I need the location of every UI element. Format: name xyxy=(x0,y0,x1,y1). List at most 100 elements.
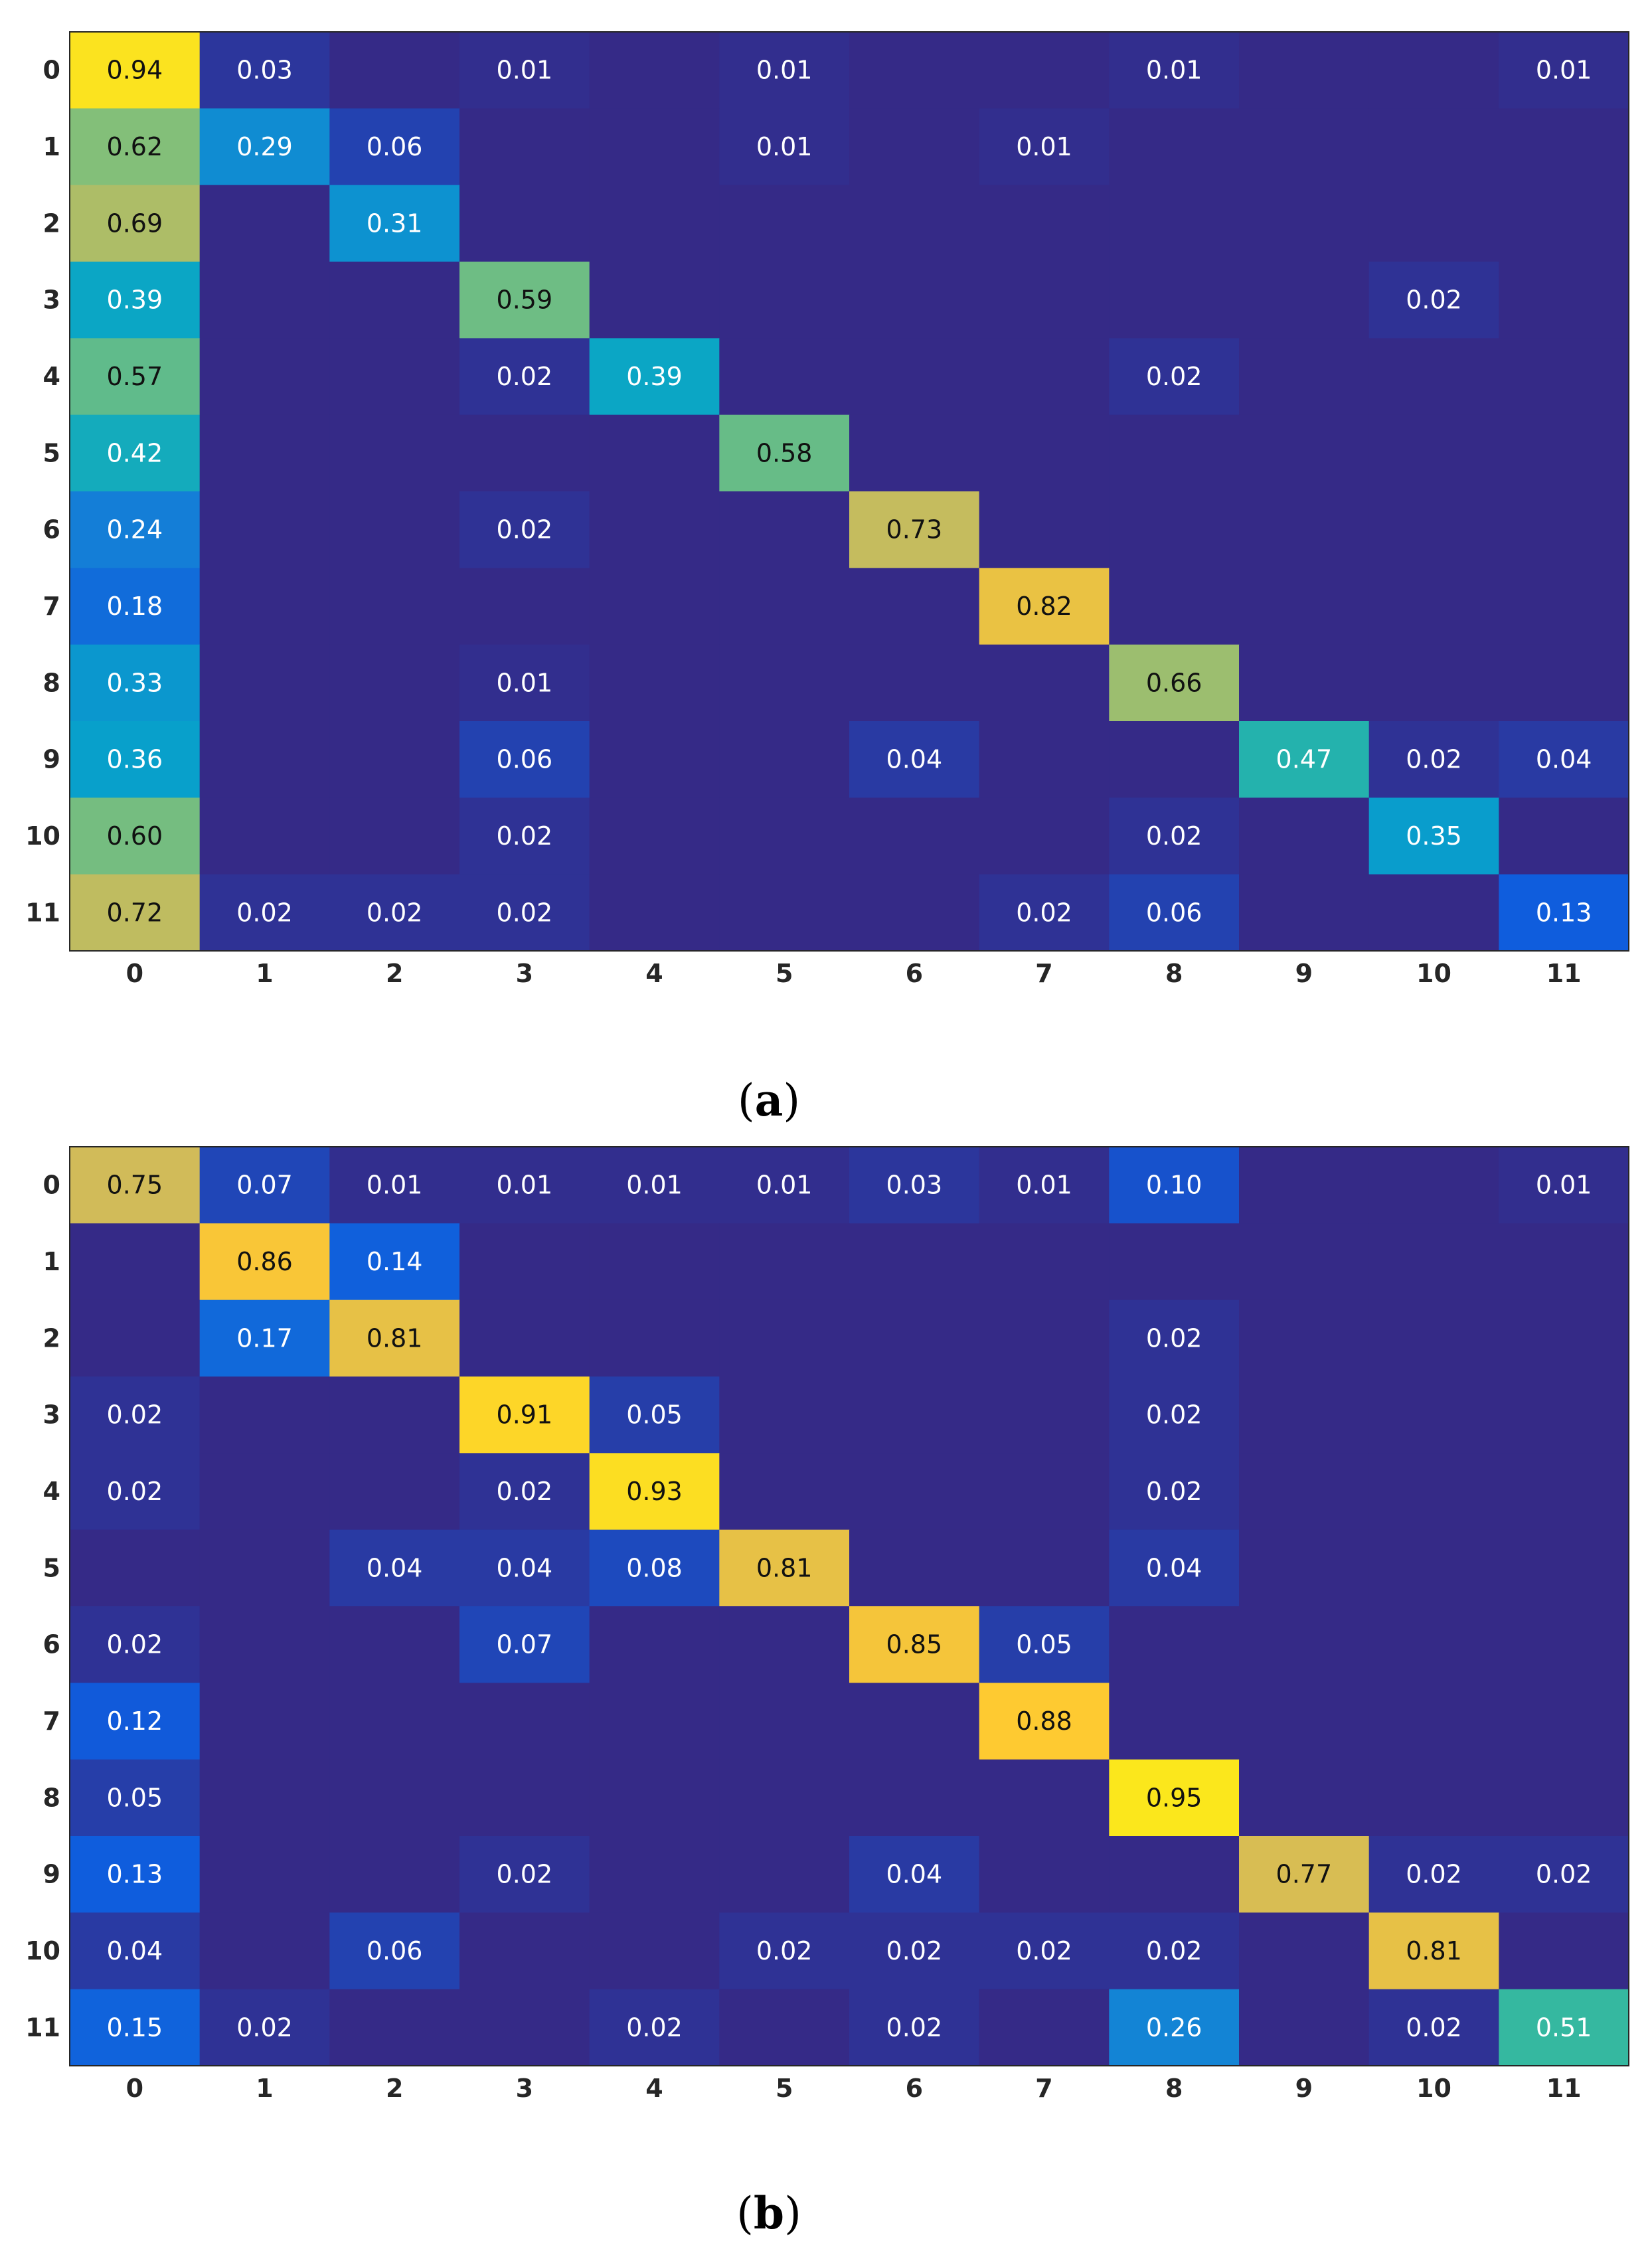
cell-value-label: 0.02 xyxy=(1146,1400,1202,1430)
x-tick-label: 4 xyxy=(645,959,663,988)
heatmap-cell xyxy=(1368,1606,1499,1683)
heatmap-cell xyxy=(70,1836,201,1913)
heatmap-cell xyxy=(70,262,201,339)
heatmap-cell xyxy=(719,1683,850,1760)
heatmap-cell xyxy=(979,185,1110,262)
x-tick-label: 7 xyxy=(1035,959,1052,988)
y-tick-label: 6 xyxy=(43,515,60,544)
y-tick-label: 5 xyxy=(43,438,60,467)
y-tick-label: 8 xyxy=(43,668,60,697)
heatmap-cell xyxy=(589,797,720,875)
heatmap-cell xyxy=(849,338,980,416)
heatmap-cell xyxy=(979,1683,1110,1760)
heatmap-cell xyxy=(719,1223,850,1301)
heatmap-cell xyxy=(1239,1377,1370,1454)
heatmap-cell xyxy=(1499,1989,1629,2066)
y-tick-label: 9 xyxy=(43,1860,60,1889)
heatmap-cell xyxy=(70,644,201,722)
heatmap-cell xyxy=(459,1683,590,1760)
cell-value-label: 0.02 xyxy=(107,1477,163,1506)
heatmap-cell xyxy=(849,1377,980,1454)
heatmap-cell xyxy=(329,1147,460,1224)
heatmap-cell xyxy=(1109,1606,1240,1683)
heatmap-cell xyxy=(1368,338,1499,416)
cell-value-label: 0.86 xyxy=(236,1247,293,1276)
cell-value-label: 0.47 xyxy=(1276,745,1333,774)
heatmap-cell xyxy=(719,644,850,722)
cell-value-label: 0.02 xyxy=(107,1400,163,1430)
x-tick-label: 11 xyxy=(1546,2074,1582,2103)
x-tick-label: 5 xyxy=(776,2074,793,2103)
heatmap-cell xyxy=(1239,1299,1370,1377)
cell-value-label: 0.05 xyxy=(1016,1630,1072,1659)
heatmap-cell xyxy=(589,568,720,645)
heatmap-cell xyxy=(719,1377,850,1454)
cell-value-label: 0.02 xyxy=(1016,1936,1072,1965)
heatmap-cell xyxy=(1239,414,1370,492)
heatmap-cell xyxy=(70,1683,201,1760)
y-tick-label: 0 xyxy=(43,1171,60,1200)
heatmap-cell xyxy=(849,1606,980,1683)
heatmap-cell xyxy=(329,1377,460,1454)
heatmap-cell xyxy=(979,1377,1110,1454)
heatmap-cell xyxy=(1239,108,1370,186)
cell-value-label: 0.51 xyxy=(1536,2013,1592,2042)
cell-value-label: 0.02 xyxy=(497,898,553,927)
heatmap-cell xyxy=(459,262,590,339)
cell-value-label: 0.39 xyxy=(626,362,683,391)
heatmap-cell xyxy=(589,874,720,952)
heatmap-cell xyxy=(849,108,980,186)
heatmap-cell xyxy=(459,644,590,722)
heatmap-cell xyxy=(459,1377,590,1454)
heatmap-cell xyxy=(1368,568,1499,645)
heatmap-cell xyxy=(199,1223,330,1301)
cell-value-label: 0.31 xyxy=(367,209,423,238)
heatmap-cell xyxy=(70,1223,201,1301)
caption-close-paren: ) xyxy=(783,1075,800,1126)
heatmap-cell xyxy=(459,797,590,875)
heatmap-cell xyxy=(70,338,201,416)
heatmap-cell xyxy=(849,874,980,952)
cell-value-label: 0.01 xyxy=(497,668,553,697)
heatmap-cell xyxy=(459,185,590,262)
heatmap-cell xyxy=(199,1377,330,1454)
panel-caption-b: (b) xyxy=(736,2187,801,2239)
cell-value-label: 0.04 xyxy=(1146,1553,1202,1582)
cell-value-label: 0.10 xyxy=(1146,1171,1202,1200)
x-tick-label: 0 xyxy=(126,2074,143,2103)
heatmap-cell xyxy=(979,721,1110,798)
heatmap-cell xyxy=(1109,1529,1240,1607)
heatmap-cell xyxy=(329,32,460,109)
heatmap-cell xyxy=(589,1683,720,1760)
cell-value-label: 0.05 xyxy=(107,1783,163,1812)
cell-value-label: 0.24 xyxy=(107,515,163,544)
heatmap-cell xyxy=(1499,1912,1629,1990)
heatmap-cell xyxy=(329,1299,460,1377)
cell-value-label: 0.81 xyxy=(756,1553,813,1582)
heatmap-cell xyxy=(1499,32,1629,109)
heatmap-cell xyxy=(1499,1836,1629,1913)
panel-caption-a: (a) xyxy=(738,1074,800,1126)
cell-value-label: 0.95 xyxy=(1146,1783,1202,1812)
y-tick-label: 8 xyxy=(43,1783,60,1812)
cell-value-label: 0.42 xyxy=(107,438,163,467)
cell-value-label: 0.01 xyxy=(756,132,813,161)
x-tick-label: 10 xyxy=(1416,959,1451,988)
y-tick-label: 11 xyxy=(25,898,60,927)
heatmap-cell xyxy=(199,1299,330,1377)
heatmap-cell xyxy=(199,414,330,492)
heatmap-cell xyxy=(1239,32,1370,109)
heatmap-cell xyxy=(589,1147,720,1224)
cell-value-label: 0.02 xyxy=(886,1936,943,1965)
heatmap-cell xyxy=(1109,414,1240,492)
heatmap-cell xyxy=(979,491,1110,568)
heatmap-cell xyxy=(719,1147,850,1224)
heatmap-cell xyxy=(719,185,850,262)
heatmap-cell xyxy=(849,1683,980,1760)
cell-value-label: 0.04 xyxy=(107,1936,163,1965)
y-tick-label: 7 xyxy=(43,592,60,621)
heatmap-cell xyxy=(589,1529,720,1607)
y-tick-label: 9 xyxy=(43,745,60,774)
heatmap-cell xyxy=(719,721,850,798)
heatmap-cell xyxy=(589,262,720,339)
